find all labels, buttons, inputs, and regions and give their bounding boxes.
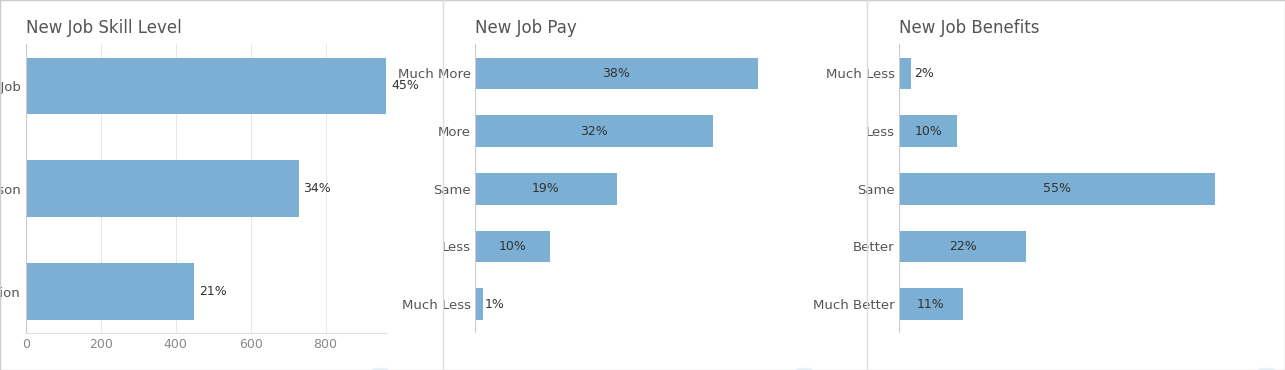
Bar — [475, 115, 713, 147]
Text: 55%: 55% — [1043, 182, 1072, 195]
Bar — [26, 57, 387, 114]
Text: New Job Pay: New Job Pay — [475, 19, 577, 37]
Bar — [475, 57, 758, 89]
Bar — [475, 231, 550, 262]
Bar — [899, 231, 1025, 262]
Text: 38%: 38% — [603, 67, 631, 80]
Text: 21%: 21% — [199, 285, 226, 298]
Bar — [475, 173, 617, 205]
Text: 32%: 32% — [581, 125, 608, 138]
Text: 10%: 10% — [914, 125, 942, 138]
Bar — [899, 115, 957, 147]
Text: 22%: 22% — [948, 240, 977, 253]
Bar — [26, 161, 298, 217]
Bar — [899, 173, 1214, 205]
Text: 45%: 45% — [392, 79, 419, 92]
Text: New Job Skill Level: New Job Skill Level — [26, 19, 181, 37]
Text: 34%: 34% — [303, 182, 330, 195]
Text: New Job Benefits: New Job Benefits — [899, 19, 1040, 37]
Text: 19%: 19% — [532, 182, 560, 195]
Bar — [26, 263, 194, 320]
Text: 1%: 1% — [486, 297, 505, 310]
Bar — [899, 288, 962, 320]
Text: 10%: 10% — [499, 240, 527, 253]
Bar — [475, 288, 483, 320]
Text: 2%: 2% — [914, 67, 934, 80]
Bar — [899, 57, 911, 89]
Text: 11%: 11% — [917, 297, 944, 310]
